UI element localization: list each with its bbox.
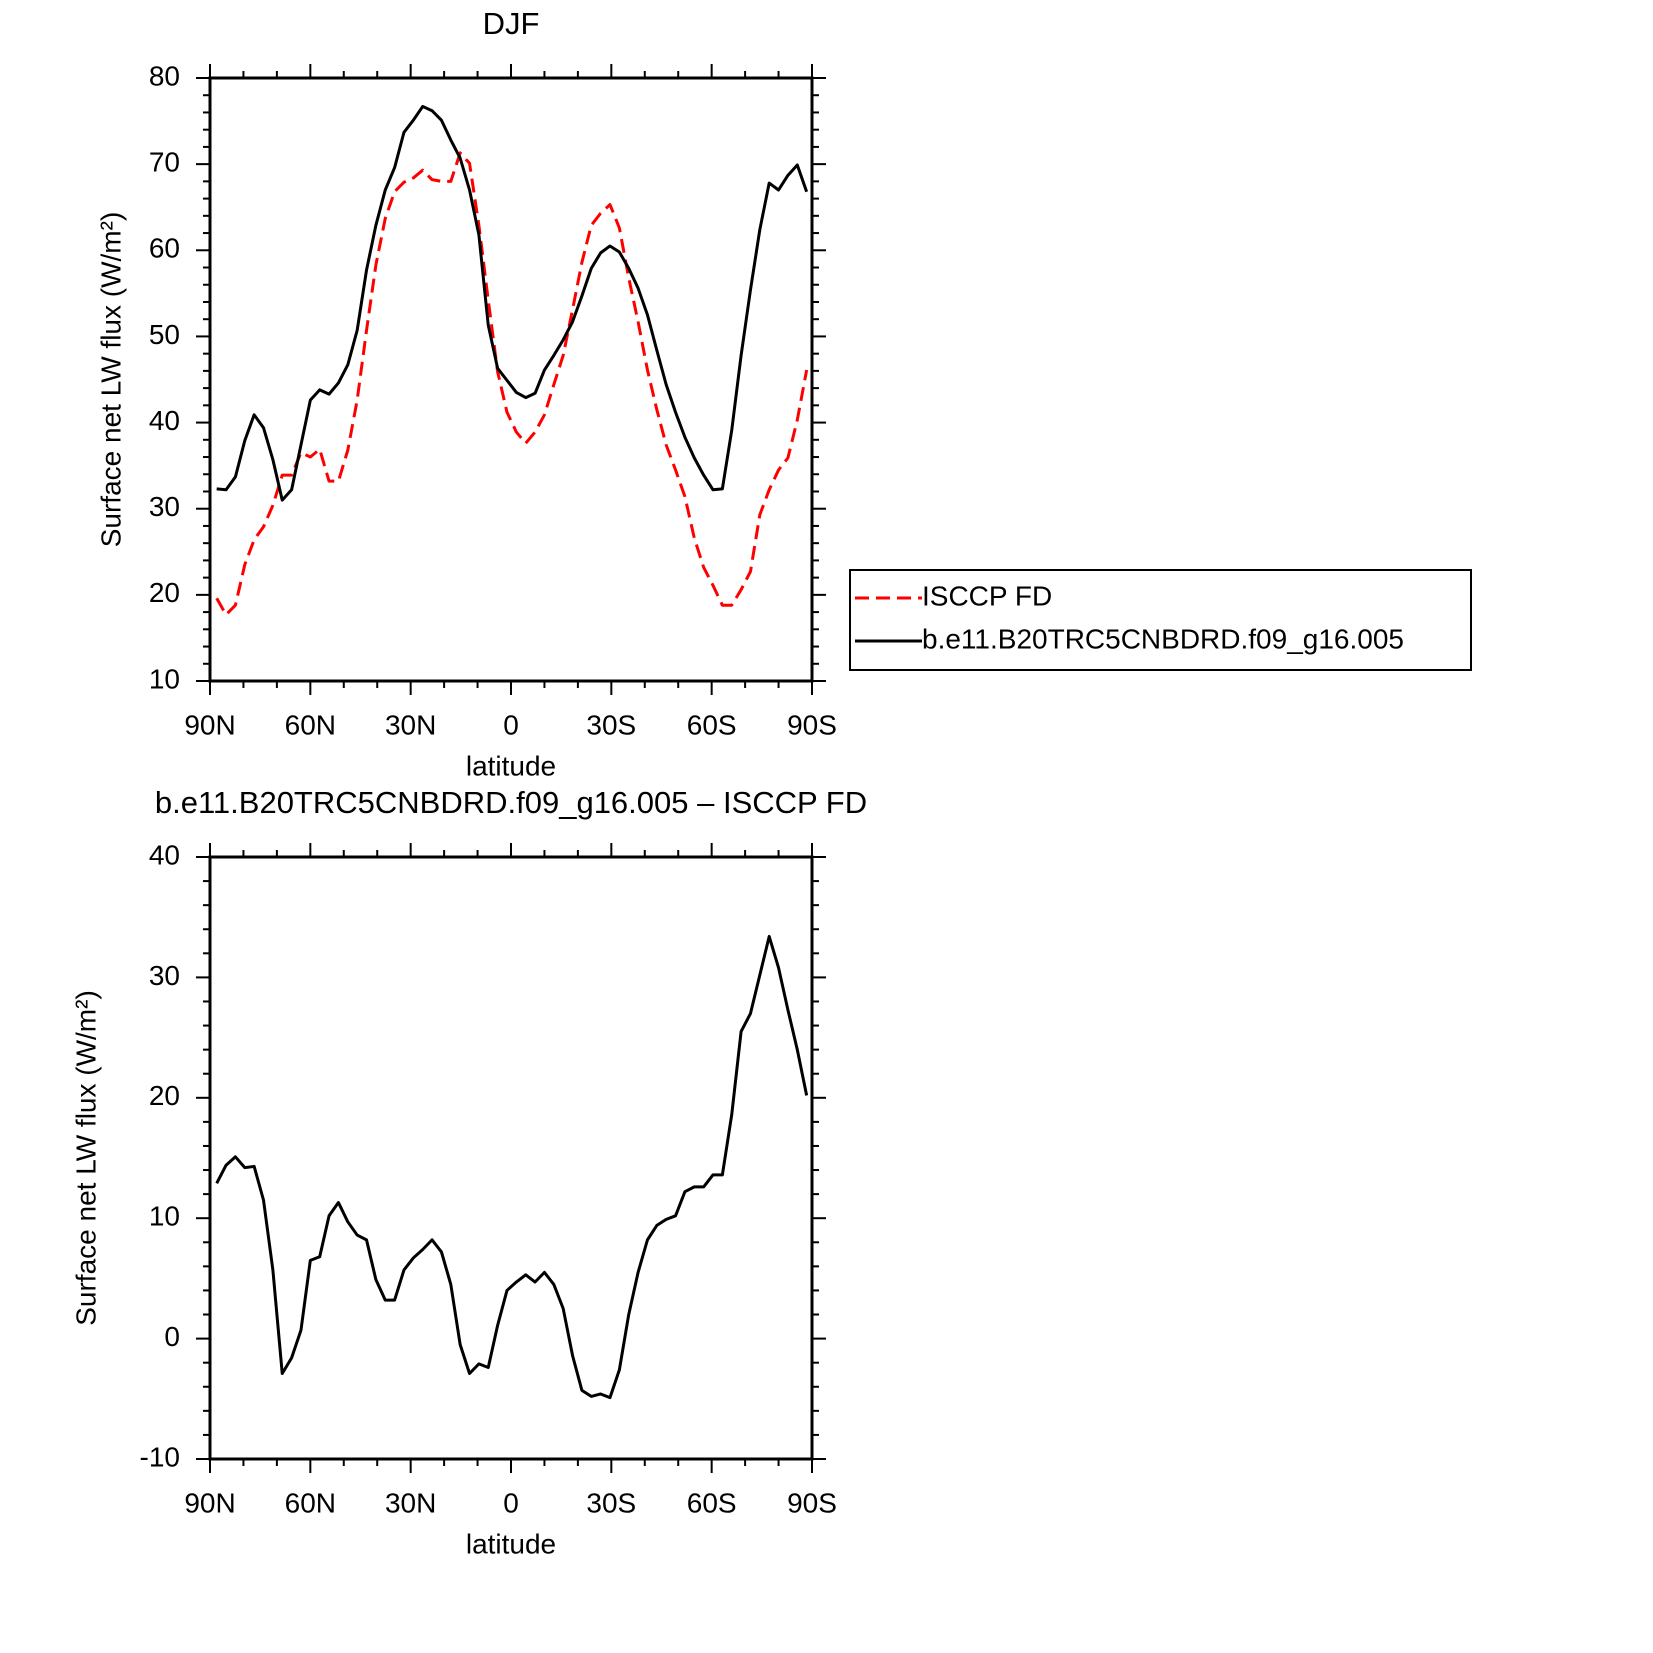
y-tick-label: 20 — [149, 577, 180, 608]
y-tick-label: 30 — [149, 960, 180, 991]
x-axis-label: latitude — [466, 1528, 556, 1559]
x-tick-label: 0 — [503, 1487, 519, 1518]
x-tick-label: 90N — [184, 1487, 235, 1518]
y-axis-label: Surface net LW flux (W/m²) — [95, 212, 126, 548]
chart-title: DJF — [483, 6, 540, 41]
y-tick-label: 20 — [149, 1080, 180, 1111]
data-line — [215, 934, 809, 1400]
x-tick-label: 30S — [586, 709, 636, 740]
x-tick-label: 30N — [385, 1487, 436, 1518]
x-tick-label: 90S — [787, 709, 837, 740]
x-tick-label: 60S — [687, 709, 737, 740]
data-line — [216, 104, 809, 502]
x-tick-label: 60N — [285, 709, 336, 740]
legend-box — [849, 569, 1472, 671]
x-axis-label: latitude — [466, 750, 556, 781]
y-tick-label: 70 — [149, 147, 180, 178]
y-tick-label: -10 — [140, 1441, 180, 1472]
x-tick-label: 90S — [787, 1487, 837, 1518]
x-tick-label: 60S — [687, 1487, 737, 1518]
x-tick-label: 30N — [385, 709, 436, 740]
x-tick-label: 60N — [285, 1487, 336, 1518]
plot-frame — [208, 855, 814, 1461]
y-tick-label: 50 — [149, 319, 180, 350]
y-tick-label: 80 — [149, 60, 180, 91]
y-tick-label: 30 — [149, 491, 180, 522]
x-tick-label: 90N — [184, 709, 235, 740]
y-tick-label: 10 — [149, 663, 180, 694]
y-tick-label: 0 — [164, 1321, 180, 1352]
x-tick-label: 0 — [503, 709, 519, 740]
chart-title: b.e11.B20TRC5CNBDRD.f09_g16.005 – ISCCP … — [155, 785, 867, 820]
y-tick-label: 10 — [149, 1201, 180, 1232]
y-tick-label: 40 — [149, 839, 180, 870]
legend-label: ISCCP FD — [922, 580, 1052, 611]
x-tick-label: 30S — [586, 1487, 636, 1518]
data-line — [215, 151, 809, 617]
y-axis-label: Surface net LW flux (W/m²) — [70, 990, 101, 1326]
plot-frame — [208, 76, 814, 683]
legend-label: b.e11.B20TRC5CNBDRD.f09_g16.005 — [922, 623, 1404, 654]
y-tick-label: 60 — [149, 233, 180, 264]
y-tick-label: 40 — [149, 405, 180, 436]
